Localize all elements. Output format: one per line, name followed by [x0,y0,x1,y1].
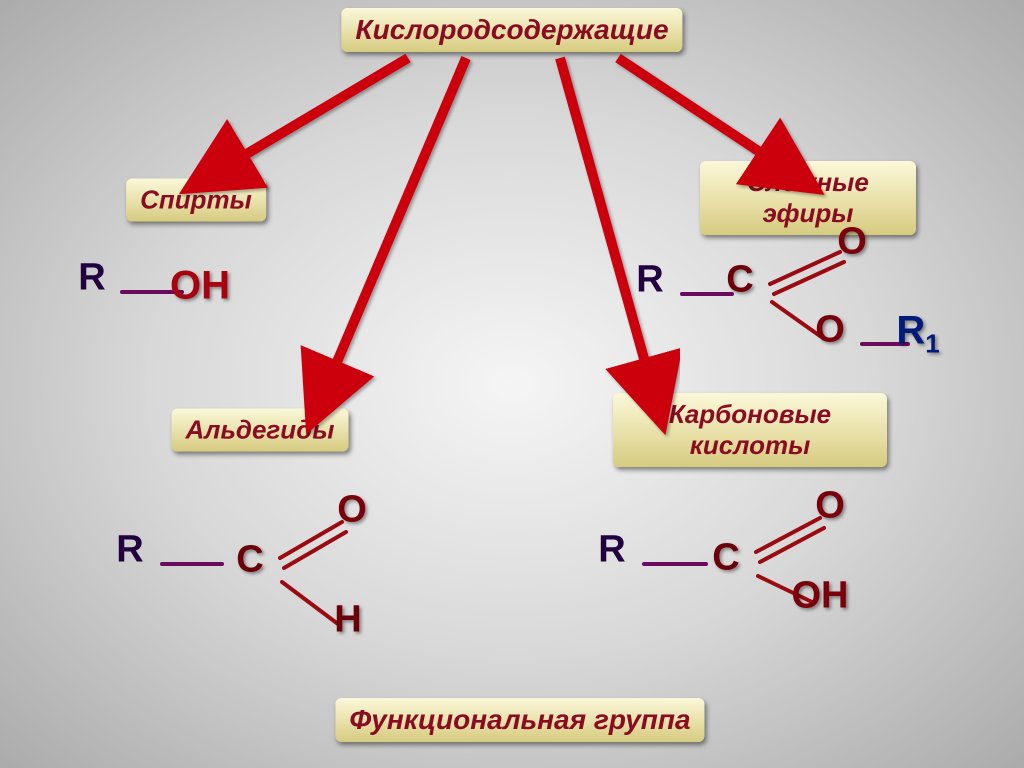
diagram-svg [0,0,1024,768]
ester-atom-R: R1 [896,309,939,360]
acid-atom-O: O [815,485,845,528]
aldehyde-bond [282,582,338,624]
aldehyde-bond [284,532,346,568]
acid-bond [756,518,820,552]
ester-atom-R: R [636,259,663,302]
arrow [314,58,466,416]
ester-atom-O: O [815,309,845,352]
ester-atom-O: O [837,221,867,264]
aldehyde-bond [280,522,342,558]
aldehyde-atom-H: H [334,599,361,642]
aldehyde-atom-C: C [236,539,263,582]
title-box-aldehydes: Альдегиды [172,409,349,452]
ester-bond [772,302,820,336]
acid-bond [760,528,824,562]
alcohol-atom-R: R [78,257,105,300]
title-box-functional: Функциональная группа [335,698,704,742]
ester-bond [770,252,840,284]
aldehyde-atom-O: O [337,489,367,532]
acid-atom-OH: OH [792,575,849,618]
alcohol-atom-OH: OH [170,264,230,309]
arrow [560,58,660,416]
title-box-alcohols: Спирты [126,179,266,222]
ester-bond [774,262,844,294]
arrow [196,58,408,184]
title-box-esters: Сложные эфиры [700,161,916,235]
aldehyde-atom-R: R [116,529,143,572]
ester-atom-C: C [726,259,753,302]
acid-atom-C: C [712,537,739,580]
acid-atom-R: R [598,529,625,572]
title-box-acids: Карбоновые кислоты [613,393,887,467]
title-box-root: Кислородсодержащие [341,8,682,52]
